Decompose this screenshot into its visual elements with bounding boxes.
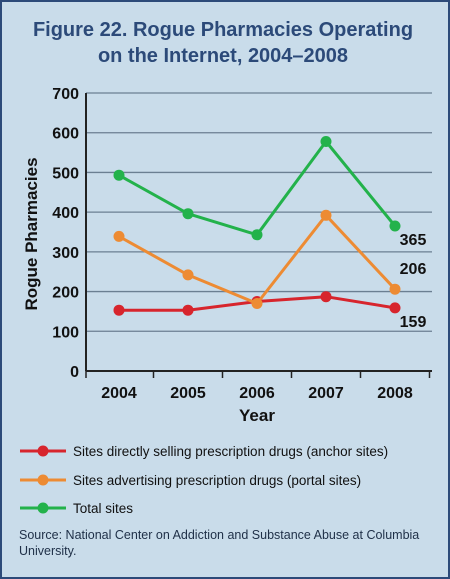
data-point-series-2 (182, 208, 194, 220)
legend-label: Sites advertising prescription drugs (po… (73, 473, 361, 488)
x-tick-label: 2008 (377, 385, 413, 402)
legend-label: Total sites (73, 501, 133, 516)
y-tick-label: 0 (70, 364, 79, 381)
end-value-label: 365 (400, 232, 427, 249)
y-tick-label: 100 (52, 324, 79, 341)
chart-title: Figure 22. Rogue Pharmacies Operating on… (0, 17, 446, 69)
x-tick-label: 2007 (308, 385, 344, 402)
x-tick-label: 2005 (170, 385, 206, 402)
series-line-1 (118, 213, 397, 305)
y-tick-label: 400 (52, 205, 79, 222)
data-point-series-2 (320, 136, 332, 147)
y-axis-title: Rogue Pharmacies (22, 157, 41, 310)
data-point-series-1 (182, 269, 194, 281)
legend-swatch-marker (37, 502, 49, 514)
end-value-label: 159 (400, 314, 427, 331)
title-line-1: Figure 22. Rogue Pharmacies Operating (32, 19, 414, 41)
data-point-series-0 (113, 304, 125, 316)
data-point-series-1 (320, 209, 332, 221)
data-point-series-1 (251, 298, 263, 309)
y-tick-label: 300 (52, 245, 79, 262)
end-value-label: 206 (400, 261, 427, 278)
y-tick-label: 600 (52, 126, 79, 143)
y-tick-label: 700 (52, 86, 79, 103)
x-tick-label: 2004 (101, 385, 137, 402)
data-point-series-0 (389, 302, 401, 314)
x-tick-label: 2006 (239, 385, 275, 402)
data-point-series-0 (320, 291, 332, 303)
x-axis-title: Year (239, 406, 275, 425)
data-point-series-1 (389, 283, 401, 295)
title-line-2: on the Internet, 2004–2008 (97, 45, 349, 67)
data-point-series-1 (113, 230, 125, 242)
data-point-series-2 (389, 220, 401, 232)
legend-label: Sites directly selling prescription drug… (73, 444, 388, 459)
legend-swatch-marker (37, 474, 49, 486)
data-point-series-0 (182, 304, 194, 316)
legend-swatch-marker (37, 445, 49, 457)
data-point-series-2 (113, 169, 125, 181)
source-note: Source: National Center on Addiction and… (19, 528, 420, 558)
y-tick-label: 200 (52, 285, 79, 302)
data-point-series-2 (251, 229, 263, 241)
series-line-2 (118, 140, 397, 237)
y-tick-label: 500 (52, 165, 79, 182)
